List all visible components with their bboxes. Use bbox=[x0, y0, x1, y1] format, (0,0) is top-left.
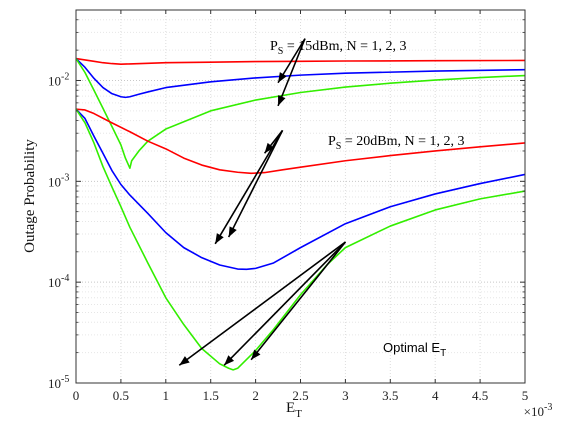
y-tick-exponent: -5 bbox=[61, 374, 69, 385]
x-axis-multiplier: ×10-3 bbox=[524, 402, 553, 419]
x-tick-label: 5 bbox=[522, 388, 529, 403]
arrow-layer bbox=[178, 38, 347, 366]
x-tick-label: 3.5 bbox=[382, 388, 398, 403]
y-tick-label: 10-4 bbox=[48, 273, 69, 290]
annotation-arrow-head bbox=[251, 349, 261, 360]
annotation-ps15-prefix: P bbox=[270, 39, 278, 54]
x-axis-label-sub: T bbox=[295, 408, 302, 420]
x-tick-label: 1 bbox=[163, 388, 170, 403]
x-axis-label-main: E bbox=[286, 400, 295, 416]
annotation-arrow-head bbox=[215, 233, 224, 244]
annotation-arrow-head bbox=[278, 72, 287, 83]
annotation-arrow-head bbox=[264, 142, 274, 154]
y-axis-label: Outage Probability bbox=[22, 139, 38, 253]
x-tick-label: 0 bbox=[73, 388, 80, 403]
x-tick-label: 1.5 bbox=[203, 388, 219, 403]
y-tick-label: 10-2 bbox=[48, 71, 69, 88]
y-tick-exponent: -2 bbox=[61, 71, 69, 82]
x-tick-label: 0.5 bbox=[113, 388, 129, 403]
annotation-arrow-shaft bbox=[277, 38, 306, 107]
annotation-arrow-shaft bbox=[227, 130, 284, 238]
annotation-arrow-head bbox=[224, 355, 235, 366]
series-line-2 bbox=[75, 57, 526, 99]
annotation-arrow-shaft bbox=[250, 241, 347, 361]
x-tick-label: 4.5 bbox=[472, 388, 488, 403]
annotation-arrow-shaft bbox=[214, 129, 284, 245]
y-tick-labels: 10-510-410-310-2 bbox=[48, 71, 69, 391]
y-tick-base: 10 bbox=[48, 73, 61, 88]
annotation-arrow-head bbox=[278, 95, 286, 106]
annotation-ps20-prefix: P bbox=[328, 134, 336, 149]
annotation-ps20: PS = 20dBm, N = 1, 2, 3 bbox=[328, 134, 465, 152]
series-layer bbox=[75, 57, 526, 371]
x-tick-label: 3 bbox=[342, 388, 349, 403]
annotation-arrow-shaft bbox=[178, 241, 346, 366]
y-tick-exponent: -3 bbox=[61, 172, 69, 183]
annotation-ps20-sub: S bbox=[336, 141, 342, 152]
y-tick-base: 10 bbox=[48, 174, 61, 189]
annotation-ps20-text: = 20dBm, N = 1, 2, 3 bbox=[341, 134, 464, 149]
annotation-arrow-head bbox=[179, 356, 190, 366]
x-tick-label: 4 bbox=[432, 388, 439, 403]
annotation-arrow-head bbox=[228, 226, 237, 238]
x-tick-label: 2 bbox=[252, 388, 259, 403]
y-tick-base: 10 bbox=[48, 376, 61, 391]
x-axis-multiplier-exp: -3 bbox=[544, 402, 552, 413]
y-tick-label: 10-5 bbox=[48, 374, 69, 391]
series-line-1 bbox=[75, 57, 526, 66]
y-tick-label: 10-3 bbox=[48, 172, 69, 189]
annotation-optimal-sub: T bbox=[440, 348, 446, 359]
annotation-arrow-shaft bbox=[223, 241, 346, 366]
annotation-ps15-sub: S bbox=[278, 46, 284, 57]
series-line-5 bbox=[75, 108, 526, 271]
series-line-4 bbox=[75, 108, 526, 175]
x-tick-label: 2.5 bbox=[292, 388, 308, 403]
x-axis-label: ET bbox=[286, 400, 302, 420]
x-axis-multiplier-base: ×10 bbox=[524, 404, 544, 419]
series-line-3 bbox=[75, 58, 526, 169]
annotation-ps15-text: = 15dBm, N = 1, 2, 3 bbox=[283, 39, 406, 54]
annotation-optimal: Optimal ET bbox=[383, 340, 446, 359]
annotation-ps15: PS = 15dBm, N = 1, 2, 3 bbox=[270, 39, 407, 57]
annotation-optimal-prefix: Optimal E bbox=[383, 340, 440, 355]
y-tick-base: 10 bbox=[48, 275, 61, 290]
y-tick-exponent: -4 bbox=[61, 273, 69, 284]
x-tick-labels: 0 0.5 1 1.5 2 2.5 3 3.5 4 4.5 5 bbox=[73, 388, 529, 403]
tick-marks bbox=[75, 10, 526, 384]
series-line-6 bbox=[75, 108, 526, 371]
